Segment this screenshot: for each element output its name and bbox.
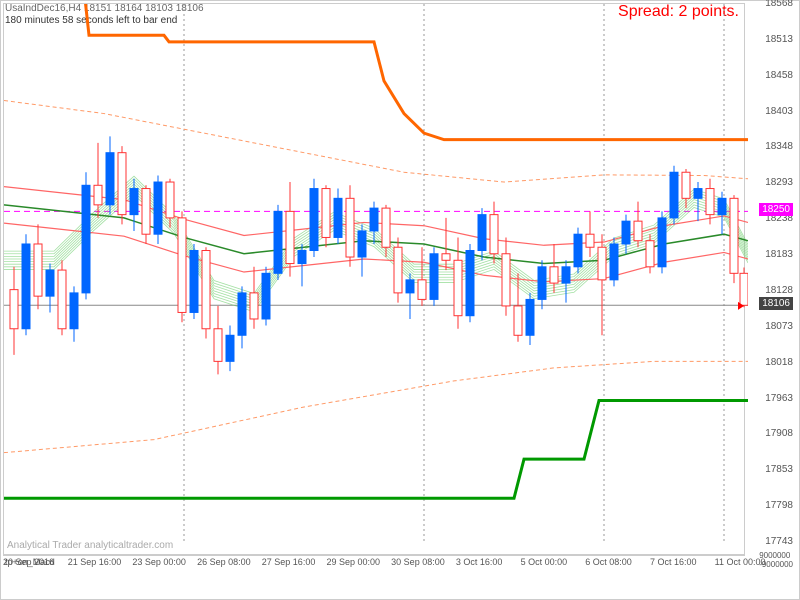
x-tick: 5 Oct 00:00 (521, 557, 568, 567)
x-tick: 21 Sep 16:00 (68, 557, 122, 567)
y-tick: 18513 (765, 34, 793, 45)
y-axis: 1856818513184581840318348182931823818183… (747, 3, 797, 555)
x-tick: 6 Oct 08:00 (585, 557, 632, 567)
x-tick: 30 Sep 08:00 (391, 557, 445, 567)
y-tick: 18293 (765, 177, 793, 188)
y-tick: 18348 (765, 141, 793, 152)
price-marker-dashed: 18250 (759, 203, 793, 216)
y-tick: 17963 (765, 393, 793, 404)
y-tick: 18458 (765, 70, 793, 81)
y-tick: 18018 (765, 357, 793, 368)
x-tick: 26 Sep 08:00 (197, 557, 251, 567)
y-tick: 18073 (765, 321, 793, 332)
x-tick: 20 Sep 2016 (3, 557, 54, 567)
macd-scale: 9000000-9000000 (759, 551, 793, 569)
y-tick: 18128 (765, 285, 793, 296)
chart-svg (4, 4, 748, 542)
chart-container: UsaIndDec16,H4 18151 18164 18103 18106 1… (0, 0, 800, 600)
y-tick: 17853 (765, 464, 793, 475)
price-marker-current: 18106 (759, 297, 793, 310)
x-tick: 27 Sep 16:00 (262, 557, 316, 567)
y-tick: 17908 (765, 428, 793, 439)
x-tick: 29 Sep 00:00 (326, 557, 380, 567)
x-tick: 23 Sep 00:00 (132, 557, 186, 567)
x-tick: 3 Oct 16:00 (456, 557, 503, 567)
y-tick: 18403 (765, 106, 793, 117)
y-tick: 18568 (765, 0, 793, 9)
x-tick: 7 Oct 16:00 (650, 557, 697, 567)
watermark: Analytical Trader analyticaltrader.com (7, 540, 173, 551)
x-tick: 11 Oct 00:00 (715, 557, 766, 567)
plot-area[interactable] (3, 3, 745, 555)
x-axis: 20 Sep 2016 21 Sep 16:00 23 Sep 00:00 26 Se… (3, 557, 745, 571)
y-tick: 17743 (765, 536, 793, 547)
y-tick: 18183 (765, 249, 793, 260)
y-tick: 17798 (765, 500, 793, 511)
